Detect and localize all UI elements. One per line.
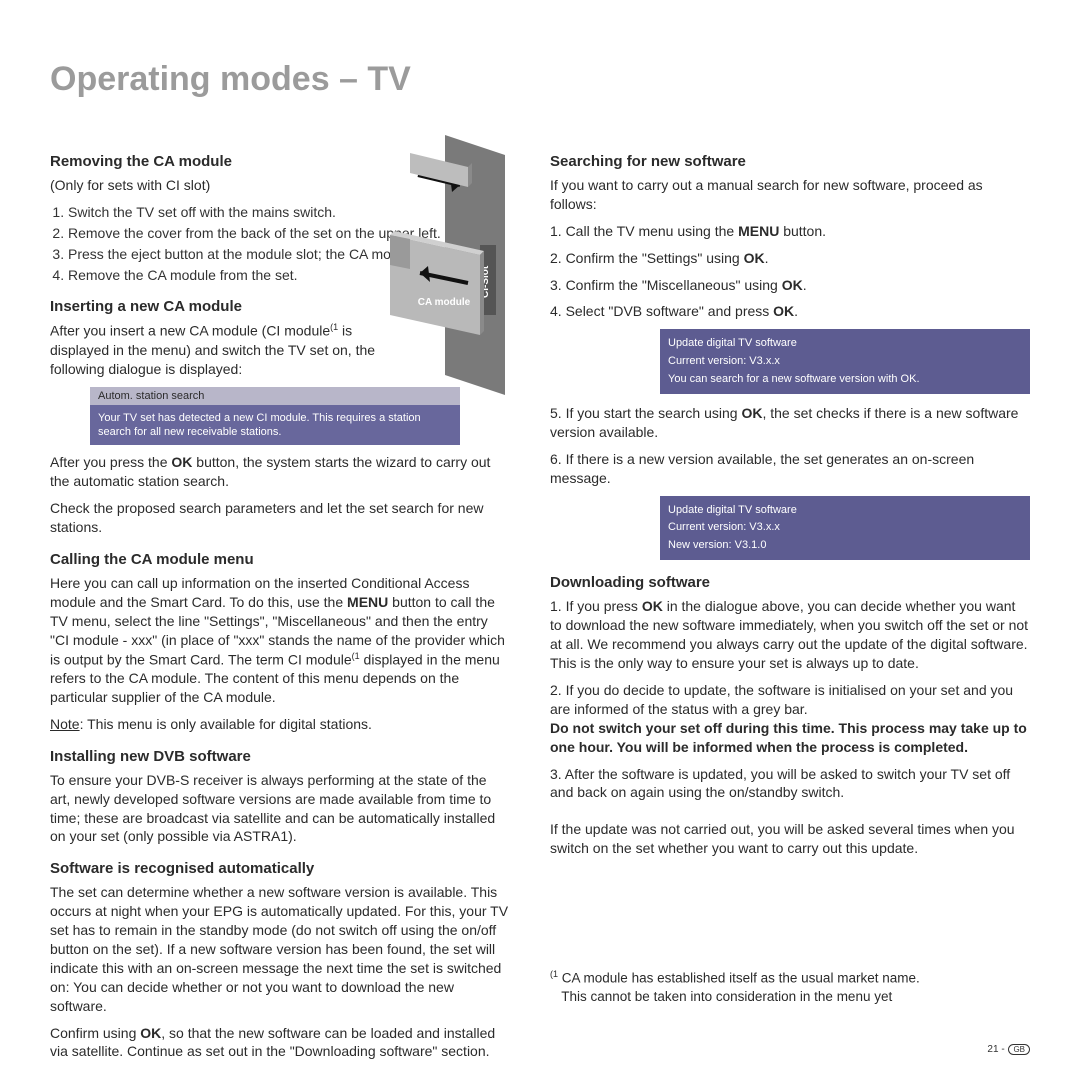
text-fragment: This cannot be taken into consideration … xyxy=(561,989,892,1004)
text-fragment: 3. Confirm the "Miscellaneous" using xyxy=(550,277,782,293)
ok-label: OK xyxy=(642,598,663,614)
dialog-line: Current version: V3.x.x xyxy=(668,353,1022,371)
dialog-station-search: Autom. station search Your TV set has de… xyxy=(90,387,460,446)
right-column: Searching for new software If you want t… xyxy=(550,139,1030,1069)
menu-label: MENU xyxy=(347,594,388,610)
menu-label: MENU xyxy=(738,223,779,239)
diagram-svg: CI-Slot CA module xyxy=(390,135,540,395)
text-fragment: 5. If you start the search using xyxy=(550,405,741,421)
text-software-auto-2: Confirm using OK, so that the new softwa… xyxy=(50,1024,510,1062)
dialog-update-search: Update digital TV software Current versi… xyxy=(660,329,1030,394)
dialog-body: Update digital TV software Current versi… xyxy=(660,496,1030,561)
search-step-2: 2. Confirm the "Settings" using OK. xyxy=(550,249,1030,268)
two-column-layout: Removing the CA module (Only for sets wi… xyxy=(50,139,1030,1069)
ca-module-diagram: CI-Slot CA module xyxy=(390,135,540,395)
dialog-body: Your TV set has detected a new CI module… xyxy=(90,405,460,446)
text-fragment: 2. Confirm the "Settings" using xyxy=(550,250,744,266)
country-badge: GB xyxy=(1008,1044,1030,1055)
dialog-line: Update digital TV software xyxy=(668,335,1022,353)
ok-label: OK xyxy=(782,277,803,293)
dialog-line: You can search for a new software versio… xyxy=(668,371,1022,389)
warning-text: Do not switch your set off during this t… xyxy=(550,720,1027,755)
download-step-2: 2. If you do decide to update, the softw… xyxy=(550,681,1030,757)
text-calling-ca-menu: Here you can call up information on the … xyxy=(50,574,510,707)
ca-module-label: CA module xyxy=(418,297,471,308)
heading-searching-software: Searching for new software xyxy=(550,153,1030,170)
download-not-carried: If the update was not carried out, you w… xyxy=(550,820,1030,858)
dialog-line: New version: V3.1.0 xyxy=(668,537,1022,555)
footnote-ref-icon: (1 xyxy=(330,322,338,332)
text-fragment: After you insert a new CA module (CI mod… xyxy=(50,323,330,339)
ok-label: OK xyxy=(744,250,765,266)
download-step-3: 3. After the software is updated, you wi… xyxy=(550,765,1030,803)
footnote: (1 CA module has established itself as t… xyxy=(550,968,1030,1006)
heading-software-auto: Software is recognised automatically xyxy=(50,860,510,877)
text-check-params: Check the proposed search parameters and… xyxy=(50,499,510,537)
search-step-6: 6. If there is a new version available, … xyxy=(550,450,1030,488)
ok-label: OK xyxy=(773,303,794,319)
text-inserting-ca: After you insert a new CA module (CI mod… xyxy=(50,321,390,378)
text-fragment: 1. If you press xyxy=(550,598,642,614)
dialog-line: Update digital TV software xyxy=(668,502,1022,520)
ok-label: OK xyxy=(140,1025,161,1041)
footnote-ref-icon: (1 xyxy=(550,969,558,979)
note-label: Note xyxy=(50,716,80,732)
text-after-ok: After you press the OK button, the syste… xyxy=(50,453,510,491)
dialog-update-found: Update digital TV software Current versi… xyxy=(660,496,1030,561)
text-fragment: button. xyxy=(779,223,826,239)
text-fragment: . xyxy=(803,277,807,293)
text-software-auto-1: The set can determine whether a new soft… xyxy=(50,883,510,1015)
search-step-5: 5. If you start the search using OK, the… xyxy=(550,404,1030,442)
text-fragment: 1. Call the TV menu using the xyxy=(550,223,738,239)
download-step-1: 1. If you press OK in the dialogue above… xyxy=(550,597,1030,673)
search-step-1: 1. Call the TV menu using the MENU butto… xyxy=(550,222,1030,241)
ok-label: OK xyxy=(171,454,192,470)
search-step-4: 4. Select "DVB software" and press OK. xyxy=(550,302,1030,321)
heading-calling-ca-menu: Calling the CA module menu xyxy=(50,551,510,568)
text-fragment: . xyxy=(765,250,769,266)
dialog-body: Update digital TV software Current versi… xyxy=(660,329,1030,394)
text-fragment: . xyxy=(794,303,798,319)
text-fragment: 2. If you do decide to update, the softw… xyxy=(550,682,1013,717)
heading-downloading: Downloading software xyxy=(550,574,1030,591)
page-footer: 21 - GB xyxy=(987,1044,1030,1055)
text-fragment: 4. Select "DVB software" and press xyxy=(550,303,773,319)
text-fragment: After you press the xyxy=(50,454,171,470)
text-fragment: Confirm using xyxy=(50,1025,140,1041)
page-number: 21 - xyxy=(987,1044,1007,1055)
search-step-3: 3. Confirm the "Miscellaneous" using OK. xyxy=(550,276,1030,295)
text-note: Note: This menu is only available for di… xyxy=(50,715,510,734)
dialog-line: Current version: V3.x.x xyxy=(668,519,1022,537)
footnote-ref-icon: (1 xyxy=(352,651,360,661)
text-searching-intro: If you want to carry out a manual search… xyxy=(550,176,1030,214)
text-installing-dvb: To ensure your DVB-S receiver is always … xyxy=(50,771,510,847)
heading-installing-dvb: Installing new DVB software xyxy=(50,748,510,765)
page-title: Operating modes – TV xyxy=(50,60,1030,99)
text-fragment: : This menu is only available for digita… xyxy=(80,716,372,732)
text-fragment: CA module has established itself as the … xyxy=(562,971,920,986)
ok-label: OK xyxy=(741,405,762,421)
